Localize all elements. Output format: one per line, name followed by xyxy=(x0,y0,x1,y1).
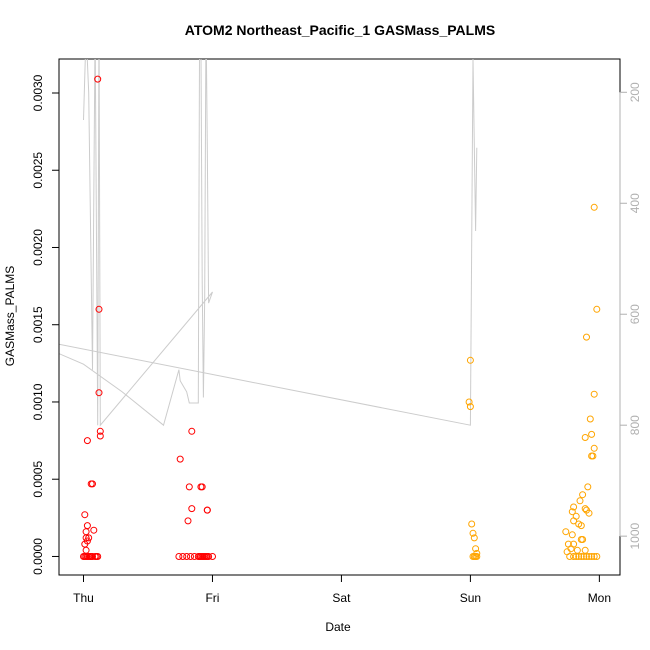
data-point xyxy=(581,434,589,441)
data-point xyxy=(89,553,96,560)
y2-tick-label: 600 xyxy=(628,304,642,324)
data-point xyxy=(82,528,90,536)
data-point xyxy=(209,553,216,560)
data-point xyxy=(83,522,91,530)
x-tick-label: Thu xyxy=(73,591,94,605)
y2-tick-label: 1000 xyxy=(628,522,642,549)
data-point xyxy=(593,305,601,313)
data-point xyxy=(584,483,592,491)
data-point xyxy=(563,548,571,556)
data-point xyxy=(564,540,572,548)
data-point xyxy=(589,452,597,460)
data-point xyxy=(468,520,476,528)
data-point xyxy=(572,512,580,520)
y-tick-label: 0.0000 xyxy=(31,538,45,575)
y2-tick-label: 400 xyxy=(628,193,642,213)
data-point xyxy=(185,483,193,491)
data-point xyxy=(188,505,196,513)
data-point xyxy=(473,553,481,560)
data-point xyxy=(175,553,183,560)
data-point xyxy=(184,517,192,525)
data-point xyxy=(585,509,593,517)
data-point xyxy=(94,75,102,83)
data-point xyxy=(90,526,98,534)
x-axis-label: Date xyxy=(325,620,351,634)
data-point xyxy=(581,546,589,554)
data-point xyxy=(198,483,206,491)
data-point xyxy=(583,333,590,341)
data-point xyxy=(466,403,474,411)
points-layer xyxy=(80,75,601,560)
secondary-line-layer xyxy=(59,59,478,427)
data-point xyxy=(466,356,474,364)
data-point xyxy=(581,505,589,513)
data-point xyxy=(188,427,196,435)
data-point xyxy=(470,534,478,542)
x-tick-label: Sun xyxy=(460,591,481,605)
data-point xyxy=(83,537,91,545)
data-point xyxy=(576,497,584,505)
data-point xyxy=(590,444,598,452)
y-tick-label: 0.0010 xyxy=(31,383,45,420)
data-point xyxy=(588,553,596,560)
y-tick-label: 0.0005 xyxy=(31,461,45,498)
y-tick-label: 0.0025 xyxy=(31,152,45,189)
y2-tick-label: 800 xyxy=(628,415,642,435)
data-point xyxy=(570,553,578,560)
data-point xyxy=(593,553,601,560)
data-point xyxy=(96,427,104,435)
data-point xyxy=(179,553,187,560)
data-point xyxy=(562,528,570,536)
data-point xyxy=(568,531,576,539)
data-point xyxy=(586,415,594,423)
x-tick-label: Mon xyxy=(588,591,611,605)
data-point xyxy=(183,553,191,560)
data-point xyxy=(465,398,473,406)
data-point xyxy=(577,553,585,560)
data-point xyxy=(573,546,581,554)
y2-tick-label: 200 xyxy=(628,82,642,102)
data-point xyxy=(469,529,477,537)
y-axis: 0.0000 0.0005 0.0010 0.0015 0.0020 0.0025 0.00… xyxy=(31,74,60,575)
data-point xyxy=(95,305,103,313)
data-point xyxy=(579,491,587,499)
data-point xyxy=(95,389,103,397)
data-point xyxy=(585,553,593,560)
y-tick-label: 0.0015 xyxy=(31,306,45,343)
data-point xyxy=(472,545,480,553)
y-tick-label: 0.0030 xyxy=(31,74,45,111)
data-point xyxy=(83,437,91,445)
x-tick-label: Sat xyxy=(332,591,351,605)
data-point xyxy=(588,430,596,438)
y-tick-label: 0.0020 xyxy=(31,229,45,266)
data-point xyxy=(570,503,578,511)
data-point xyxy=(187,553,194,560)
secondary-line xyxy=(59,59,478,427)
data-point xyxy=(85,534,93,542)
x-axis: Thu Fri Sat Sun Mon xyxy=(73,574,611,605)
plot-frame xyxy=(58,58,621,576)
data-point xyxy=(203,506,211,514)
data-point xyxy=(568,508,576,516)
data-point xyxy=(590,203,598,211)
data-point xyxy=(81,511,89,519)
data-point xyxy=(579,536,587,543)
data-point xyxy=(94,553,102,560)
data-point xyxy=(590,553,598,560)
x-tick-label: Fri xyxy=(205,591,219,605)
data-point xyxy=(176,455,184,463)
data-point xyxy=(590,390,598,398)
y-axis-label: GASMass_PALMS xyxy=(3,266,17,366)
data-point xyxy=(89,480,96,488)
chart-title: ATOM2 Northeast_Pacific_1 GASMass_PALMS xyxy=(185,22,495,38)
data-point xyxy=(205,553,213,560)
data-point xyxy=(577,522,585,530)
data-point xyxy=(96,432,104,440)
data-point xyxy=(570,540,578,548)
plot-area xyxy=(58,58,621,576)
y2-axis: 200 400 600 800 1000 xyxy=(619,82,642,550)
data-point xyxy=(82,546,90,554)
